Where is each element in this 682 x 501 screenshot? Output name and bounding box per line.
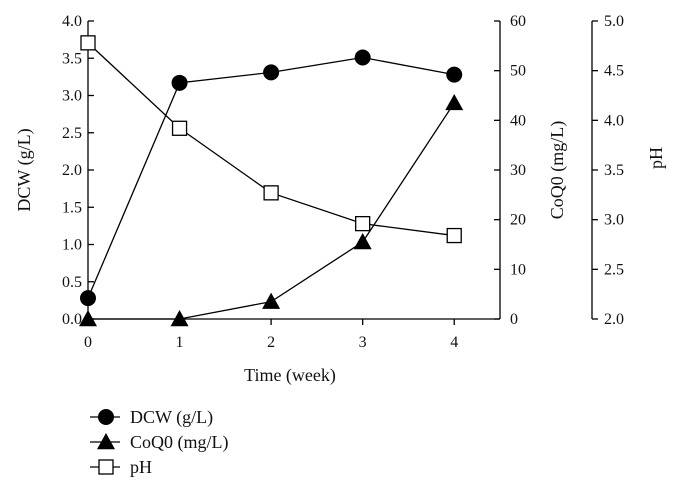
dcw-data-point xyxy=(80,290,96,307)
coq0-data-point xyxy=(170,310,189,327)
legend-marker-dcw xyxy=(98,409,114,425)
ph-axis-label: pH xyxy=(646,147,666,169)
ph-tick-label: 4.0 xyxy=(604,112,624,129)
dcw-data-point xyxy=(354,49,371,66)
chart-axes: 0.00.51.01.52.02.53.03.54.00102030405060… xyxy=(62,13,624,351)
dcw-tick-label: 1.5 xyxy=(62,199,82,216)
legend-label-dcw: DCW (g/L) xyxy=(130,407,213,428)
coq0-tick-label: 40 xyxy=(510,112,526,129)
ph-tick-label: 2.0 xyxy=(604,311,624,328)
ph-tick-label: 3.5 xyxy=(604,162,624,179)
x-tick-label: 0 xyxy=(84,334,92,351)
coq0-data-point xyxy=(79,310,97,327)
coq0-data-point xyxy=(445,93,464,111)
dcw-tick-label: 2.5 xyxy=(62,125,82,142)
dcw-data-point xyxy=(171,74,188,91)
legend-marker-coq0 xyxy=(97,433,115,450)
ph-data-point xyxy=(355,215,371,232)
dcw-data-point xyxy=(446,66,463,83)
ph-tick-label: 5.0 xyxy=(604,13,624,30)
coq0-tick-label: 10 xyxy=(510,261,526,278)
legend-label-coq0: CoQ0 (mg/L) xyxy=(130,432,229,453)
dcw-tick-label: 1.0 xyxy=(62,237,82,254)
dcw-tick-label: 0.0 xyxy=(62,311,82,328)
x-tick-label: 4 xyxy=(450,334,458,351)
coq0-data-point xyxy=(353,233,372,250)
dcw-tick-label: 2.0 xyxy=(62,162,82,179)
coq0-series-line xyxy=(88,102,455,320)
series-lines xyxy=(87,42,455,320)
coq0-tick-label: 60 xyxy=(510,13,526,30)
coq0-tick-label: 30 xyxy=(510,162,526,179)
dcw-tick-label: 0.5 xyxy=(62,274,82,291)
dcw-tick-label: 4.0 xyxy=(62,13,82,30)
dcw-tick-label: 3.5 xyxy=(62,50,82,67)
coq0-axis-label: CoQ0 (mg/L) xyxy=(547,121,568,220)
legend-label-ph: pH xyxy=(130,457,152,477)
ph-data-point xyxy=(446,227,462,244)
x-tick-label: 1 xyxy=(176,334,184,351)
ph-data-point xyxy=(263,185,279,201)
dcw-axis-label: DCW (g/L) xyxy=(14,128,35,211)
ph-data-point xyxy=(80,35,96,51)
ph-tick-label: 4.5 xyxy=(604,63,624,80)
coq0-tick-label: 50 xyxy=(510,63,526,80)
coq0-tick-label: 20 xyxy=(510,212,526,229)
dcw-data-point xyxy=(263,64,280,81)
dcw-tick-label: 3.0 xyxy=(62,88,82,105)
x-tick-label: 2 xyxy=(267,334,275,351)
ph-tick-label: 2.5 xyxy=(604,261,624,278)
ph-tick-label: 3.0 xyxy=(604,212,624,229)
series-markers xyxy=(79,35,464,327)
coq0-tick-label: 0 xyxy=(510,311,518,328)
legend-marker-ph xyxy=(98,459,114,475)
coq0-data-point xyxy=(262,292,281,309)
x-axis-label: Time (week) xyxy=(244,365,336,386)
x-tick-label: 3 xyxy=(359,334,367,351)
ph-data-point xyxy=(171,120,188,136)
legend: DCW (g/L) CoQ0 (mg/L) pH xyxy=(90,407,229,477)
